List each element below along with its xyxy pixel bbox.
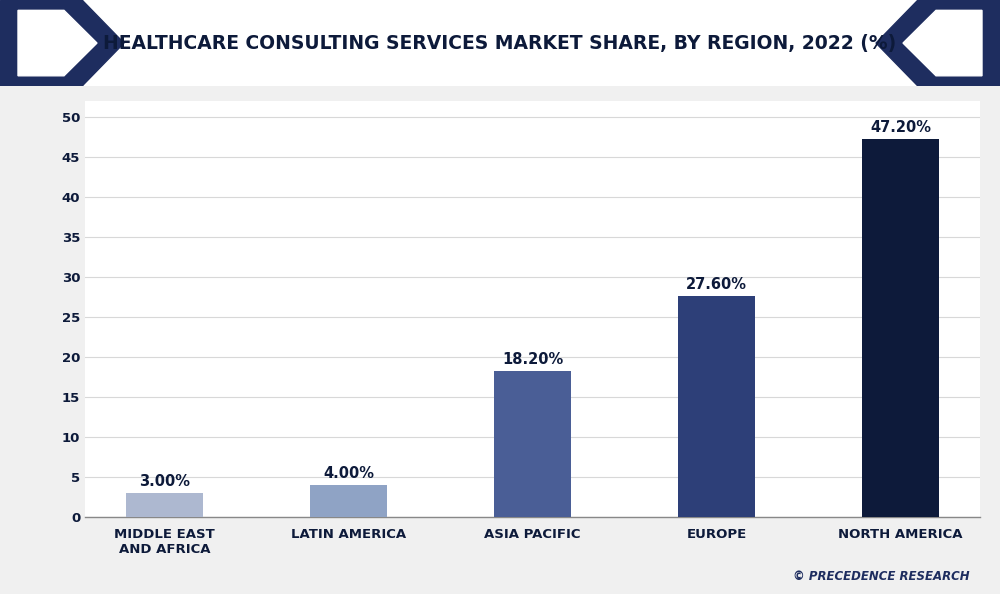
Text: 47.20%: 47.20% [870,121,931,135]
Polygon shape [918,0,1000,86]
Bar [494,371,571,517]
Text: HEALTHCARE CONSULTING SERVICES MARKET SHARE, BY REGION, 2022 (%): HEALTHCARE CONSULTING SERVICES MARKET SH… [103,34,897,52]
Text: 18.20%: 18.20% [502,352,563,367]
Bar [126,493,203,517]
Polygon shape [0,0,82,86]
Text: 4.00%: 4.00% [323,466,374,481]
Polygon shape [876,0,918,86]
Polygon shape [903,10,982,76]
Text: 3.00%: 3.00% [139,474,190,489]
Polygon shape [18,10,97,76]
Polygon shape [82,0,124,86]
Text: 27.60%: 27.60% [686,277,747,292]
Bar [310,485,387,517]
Text: © PRECEDENCE RESEARCH: © PRECEDENCE RESEARCH [793,570,970,583]
Bar [678,296,755,517]
Bar [862,140,939,517]
